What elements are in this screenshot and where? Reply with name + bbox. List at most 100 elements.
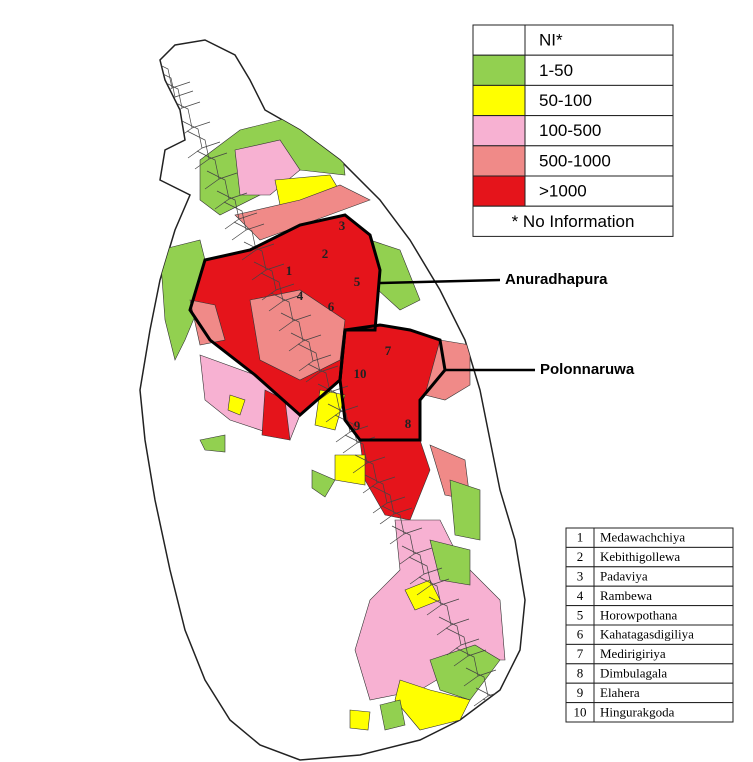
district-boundary xyxy=(282,294,302,302)
district-boundary xyxy=(467,649,487,657)
district-boundary xyxy=(302,334,322,342)
map-number: 1 xyxy=(286,263,293,278)
district-boundary xyxy=(408,556,432,596)
district-boundary xyxy=(312,354,332,362)
district-boundary xyxy=(366,456,386,464)
district-boundary xyxy=(238,212,258,220)
table-number: 9 xyxy=(577,685,584,700)
district-region xyxy=(189,299,226,346)
district-region xyxy=(311,469,336,498)
district-boundary xyxy=(364,474,388,514)
district-region xyxy=(429,539,471,586)
table-name: Horowpothana xyxy=(600,607,677,622)
district-boundary xyxy=(492,718,516,758)
district-boundary xyxy=(418,576,442,616)
district-boundary xyxy=(354,454,378,494)
district-boundary xyxy=(430,578,450,586)
map-number: 10 xyxy=(354,366,367,381)
legend-label: 500-1000 xyxy=(539,151,611,170)
district-region xyxy=(227,394,246,416)
district-boundary xyxy=(455,647,479,687)
legend-swatch xyxy=(472,145,526,177)
table-cell xyxy=(593,702,734,723)
district-boundary xyxy=(191,121,211,129)
table-name: Hingurakgoda xyxy=(600,704,675,719)
district-boundary xyxy=(265,263,285,271)
district-boundary xyxy=(223,201,247,241)
district-boundary xyxy=(216,190,240,230)
legend-cell xyxy=(524,24,674,56)
table-name: Kebithigollewa xyxy=(600,549,680,564)
district-region xyxy=(249,289,346,381)
district-boundary xyxy=(307,363,331,403)
legend-label: 1-50 xyxy=(539,61,573,80)
district-boundary xyxy=(171,81,191,89)
table-number: 3 xyxy=(577,568,584,583)
district-boundary xyxy=(297,343,321,383)
district-region xyxy=(349,709,371,731)
district-boundary xyxy=(440,598,460,606)
district-boundary xyxy=(428,596,452,636)
district-boundary xyxy=(344,434,368,474)
district-boundary xyxy=(218,172,238,180)
district-boundary xyxy=(329,385,349,393)
map-number: 9 xyxy=(354,418,361,433)
district-table: 1 Medawachchiya 2 Kebithigollewa 3 Padaviya 4 R… xyxy=(565,527,734,723)
district-boundary xyxy=(169,99,193,139)
table-number: 7 xyxy=(577,646,584,661)
district-region xyxy=(334,454,366,486)
district-boundary xyxy=(292,314,312,322)
district-boundary xyxy=(275,283,295,291)
map-number: 5 xyxy=(354,274,361,289)
district-boundary xyxy=(445,627,469,667)
district-region xyxy=(449,479,481,541)
legend-note: * No Information xyxy=(512,212,635,231)
district-boundary xyxy=(438,616,462,656)
legend: NI* 1-50 50-100 100-500 500-1000 >1000 * No In… xyxy=(472,24,674,237)
district-boundary xyxy=(460,638,480,646)
district-boundary xyxy=(317,383,341,423)
table-name: Padaviya xyxy=(600,568,648,583)
district-boundary xyxy=(186,130,210,170)
district-boundary xyxy=(181,101,201,109)
district-boundary xyxy=(504,720,524,728)
legend-label: 100-500 xyxy=(539,121,601,140)
table-name: Dimbulagala xyxy=(600,665,667,680)
legend-swatch xyxy=(472,175,526,207)
district-boundary xyxy=(514,740,525,748)
table-number: 6 xyxy=(577,627,584,642)
legend-label: 50-100 xyxy=(539,91,592,110)
district-boundary xyxy=(497,709,517,717)
district-boundary xyxy=(391,525,415,565)
district-boundary xyxy=(179,119,203,159)
district-region xyxy=(234,184,371,241)
polonnaruwa-outline xyxy=(338,323,447,442)
district-boundary xyxy=(245,223,265,231)
district-boundary xyxy=(401,545,425,585)
district-region xyxy=(379,699,406,731)
district-region xyxy=(159,239,211,361)
table-number: 5 xyxy=(577,607,584,622)
district-boundary xyxy=(381,505,405,545)
district-boundary xyxy=(255,243,275,251)
district-boundary xyxy=(371,485,395,525)
callout-label: Polonnaruwa xyxy=(540,361,635,378)
district-boundary xyxy=(413,547,433,555)
district-boundary xyxy=(450,618,470,626)
district-boundary xyxy=(253,261,277,301)
legend-swatch xyxy=(472,54,526,86)
district-boundary xyxy=(386,496,406,504)
legend-cell xyxy=(524,115,674,147)
legend-cell xyxy=(524,145,674,177)
table-name: Elahera xyxy=(600,685,640,700)
table-number: 8 xyxy=(577,665,584,680)
legend-label: NI* xyxy=(539,31,563,50)
legend-label: >1000 xyxy=(539,182,587,201)
district-boundary xyxy=(393,507,413,515)
map-number: 2 xyxy=(322,246,329,261)
table-name: Medirigiriya xyxy=(600,646,666,661)
district-boundary xyxy=(423,567,443,575)
map-number: 3 xyxy=(339,218,346,233)
table-name: Kahatagasdigiliya xyxy=(600,627,694,642)
